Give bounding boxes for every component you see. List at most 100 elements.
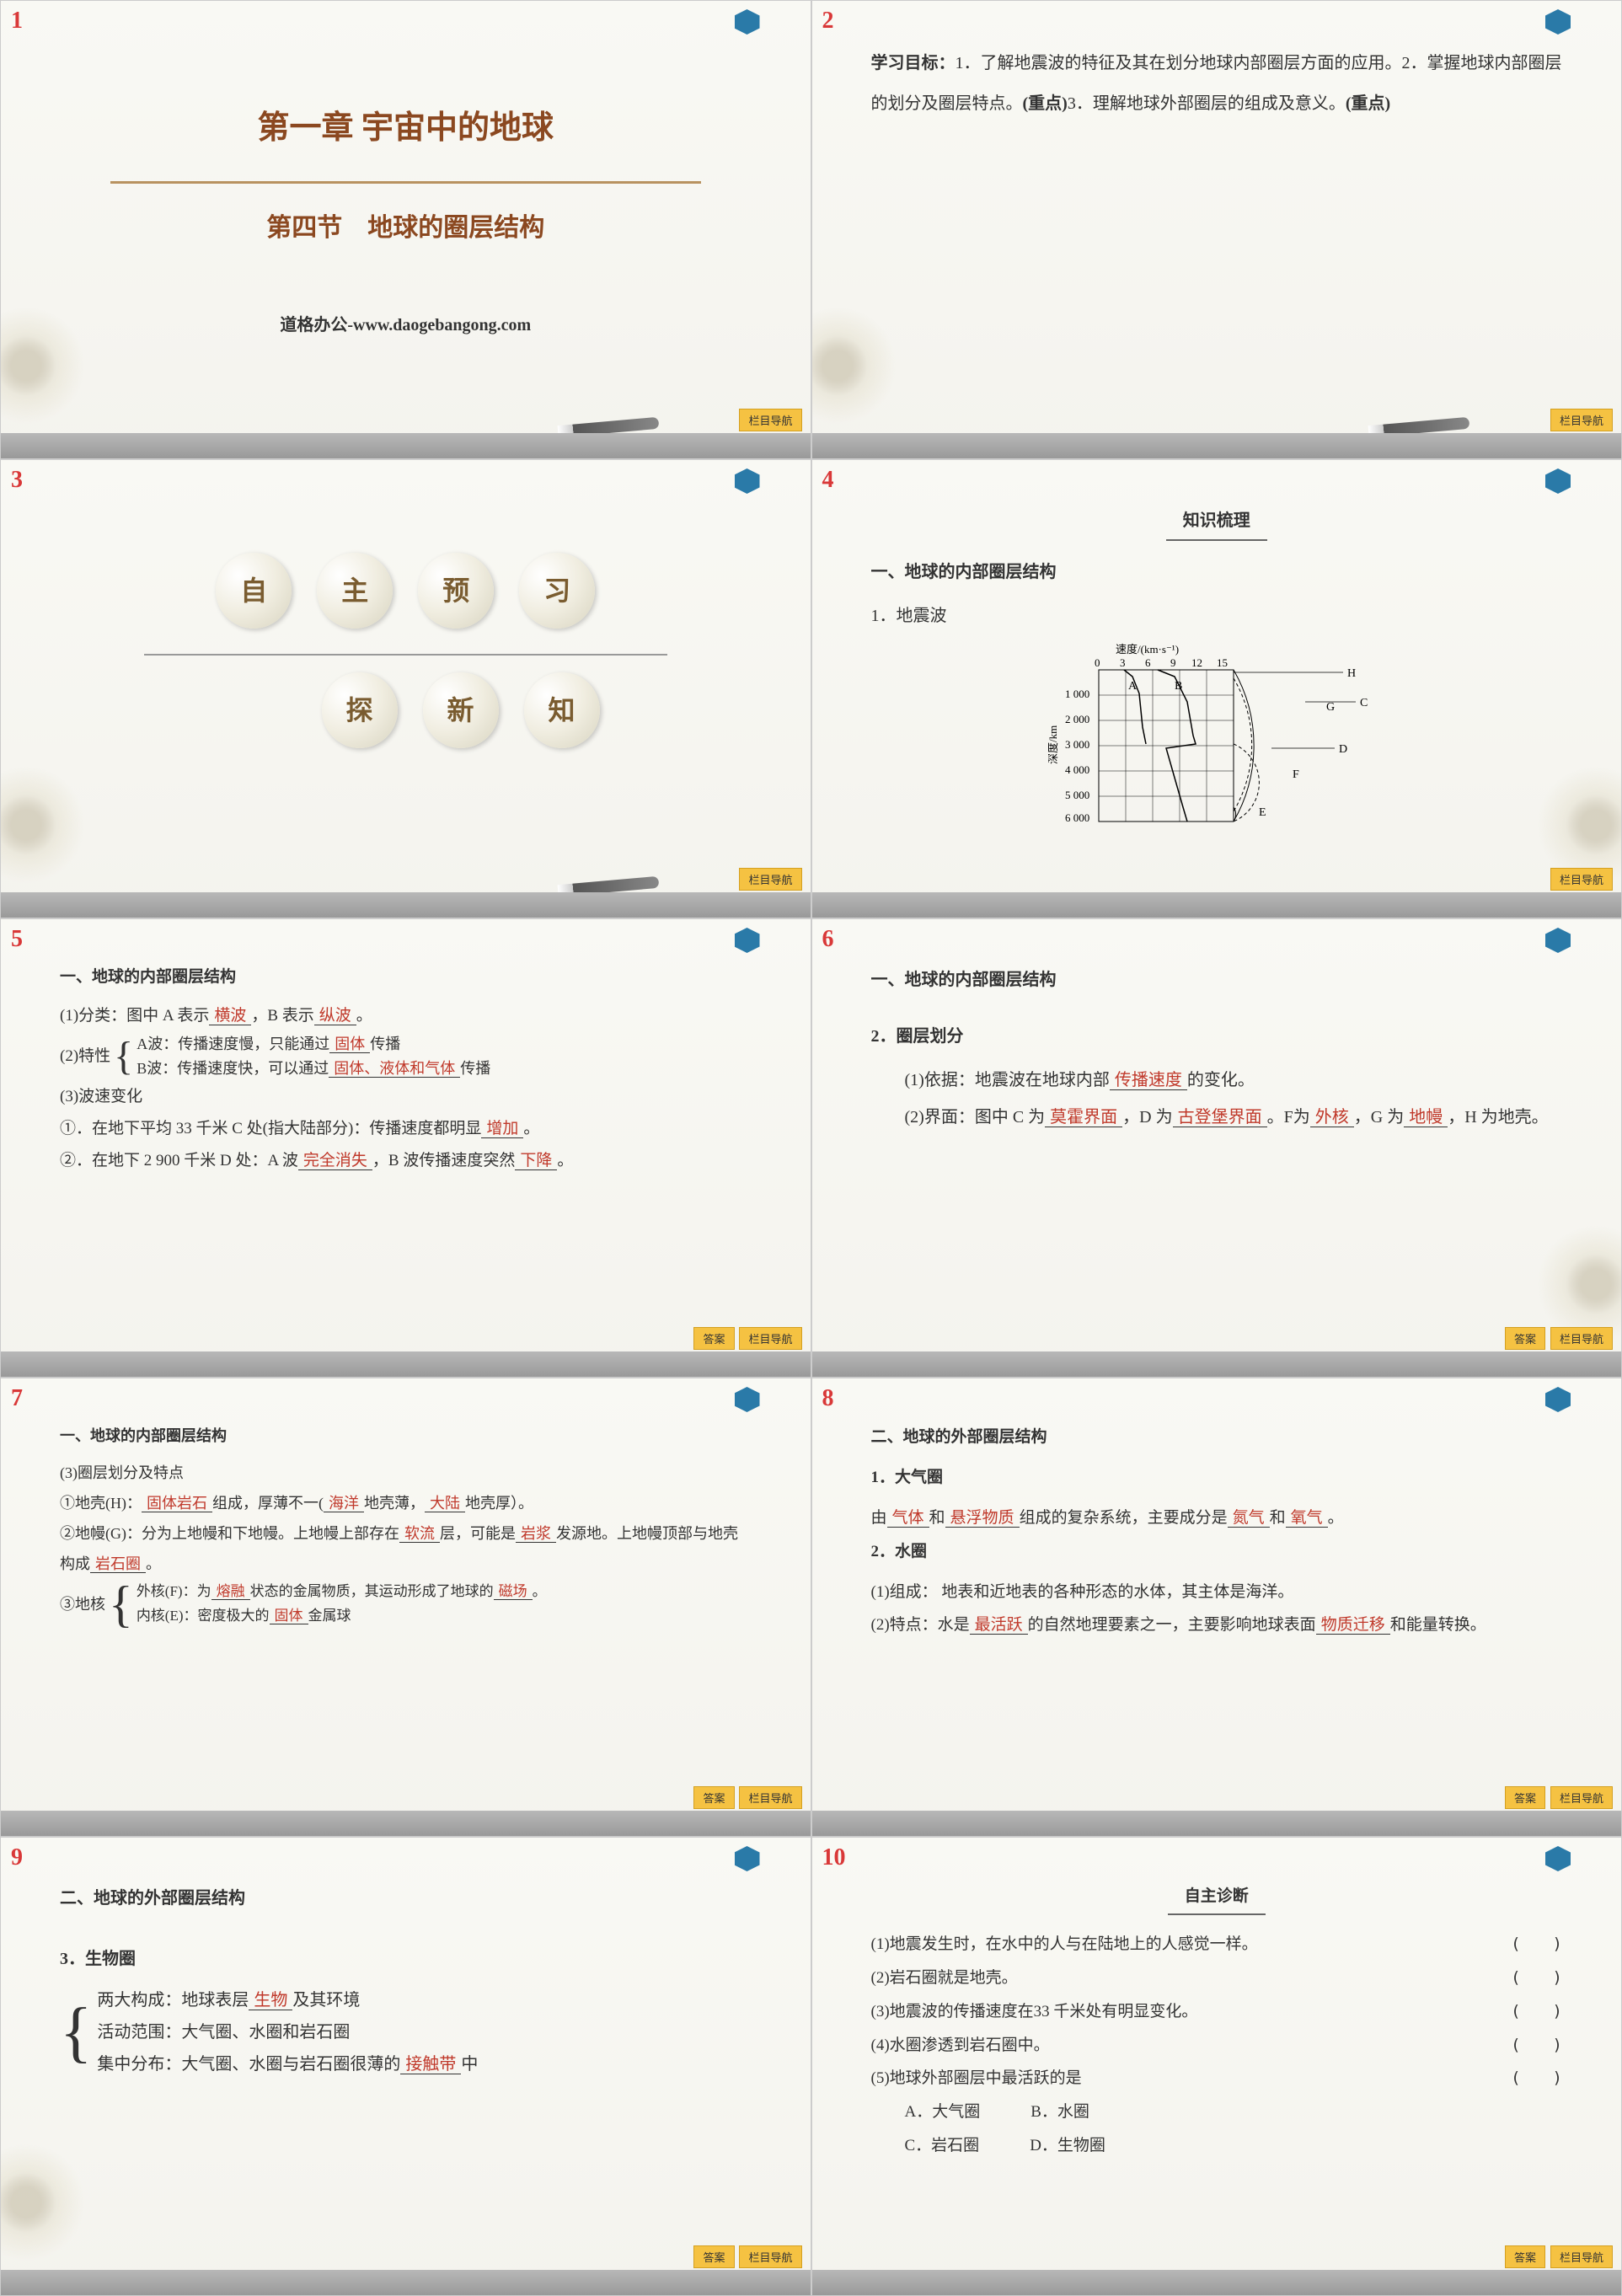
slide-number: 7	[11, 1385, 23, 1412]
slide-number: 4	[822, 467, 834, 494]
line: ②．在地下 2 900 千米 D 处：A 波完全消失，B 波传播速度突然下降。	[60, 1145, 752, 1177]
bottom-bar	[1, 2270, 811, 2295]
svg-text:A: A	[1128, 680, 1138, 693]
fill-blank: 莫霍界面	[1045, 1108, 1122, 1127]
option-row: C．岩石圈 D．生物圈	[905, 2129, 1563, 2163]
fill-blank: 岩浆	[516, 1525, 556, 1543]
nav-badge[interactable]: 栏目导航	[739, 868, 801, 891]
answer-badge[interactable]: 答案	[1505, 1786, 1545, 1809]
line: 由气体和悬浮物质组成的复杂系统，主要成分是氮气和氧气。	[871, 1501, 1563, 1535]
slide-4: 4 知识梳理 一、地球的内部圈层结构 1．地震波 速度/(km·s⁻¹) 0 3…	[811, 459, 1622, 918]
svg-text:12: 12	[1191, 656, 1202, 669]
line: ①地壳(H)：固体岩石组成，厚薄不一(海洋地壳薄，大陆地壳厚）。	[60, 1488, 752, 1518]
svg-text:3: 3	[1120, 656, 1126, 669]
fill-blank: 地幔	[1404, 1108, 1448, 1127]
nav-badge[interactable]: 栏目导航	[1550, 2245, 1613, 2268]
fill-blank: 固体	[270, 1608, 308, 1624]
svg-text:E: E	[1259, 806, 1266, 819]
hex-icon	[735, 1846, 760, 1871]
bottom-bar	[812, 433, 1622, 458]
bottom-bar	[1, 1811, 811, 1836]
answer-badge[interactable]: 答案	[693, 2245, 734, 2268]
nav-badge[interactable]: 栏目导航	[739, 409, 801, 431]
option-row: A．大气圈 B．水圈	[905, 2095, 1563, 2129]
answer-badge[interactable]: 答案	[1505, 1327, 1545, 1350]
fill-blank: 横波	[209, 1007, 251, 1025]
line: 活动范围：大气圈、水圈和岩石圈	[97, 2016, 478, 2048]
hex-icon	[735, 928, 760, 953]
quiz-item: (2)岩石圈就是地壳。( )	[871, 1962, 1563, 1995]
fill-blank: 固体	[329, 1036, 370, 1053]
svg-text:F: F	[1293, 768, 1299, 781]
brace-group: { 两大构成：地球表层生物及其环境 活动范围：大气圈、水圈和岩石圈 集中分布：大…	[60, 1984, 752, 2080]
svg-text:6 000: 6 000	[1065, 811, 1089, 824]
slide-number: 8	[822, 1385, 834, 1412]
hex-icon	[1545, 9, 1571, 35]
bottom-bar	[1, 433, 811, 458]
nav-badge[interactable]: 栏目导航	[739, 1786, 801, 1809]
slide-7: 7 一、地球的内部圈层结构 (3)圈层划分及特点 ①地壳(H)：固体岩石组成，厚…	[0, 1378, 811, 1837]
svg-text:G: G	[1326, 701, 1335, 714]
line: (1)分类：图中 A 表示横波，B 表示纵波。	[60, 1000, 752, 1032]
circle-row-2: 探 新 知	[60, 672, 600, 748]
bottom-bar	[812, 1811, 1622, 1836]
circle-char: 主	[317, 553, 393, 629]
svg-text:4 000: 4 000	[1065, 763, 1089, 776]
nav-badge[interactable]: 栏目导航	[739, 1327, 801, 1350]
source-text: 道格办公-www.daogebangong.com	[60, 307, 752, 344]
heading: 二、地球的外部圈层结构	[871, 1421, 1563, 1454]
quiz-item: (5)地球外部圈层中最活跃的是( )	[871, 2062, 1563, 2095]
fill-blank: 氮气	[1228, 1509, 1270, 1528]
quiz-item: (4)水圈渗透到岩石圈中。( )	[871, 2029, 1563, 2063]
brace-group: (2)特性 { A波：传播速度慢，只能通过固体传播 B波：传播速度快，可以通过固…	[60, 1032, 752, 1081]
heading: 一、地球的内部圈层结构	[871, 554, 1563, 591]
nav-badge[interactable]: 栏目导航	[1550, 1327, 1613, 1350]
slide-5: 5 一、地球的内部圈层结构 (1)分类：图中 A 表示横波，B 表示纵波。 (2…	[0, 918, 811, 1378]
slide-number: 1	[11, 8, 23, 35]
circle-char: 预	[418, 553, 494, 629]
section-header: 知识梳理	[1166, 502, 1267, 541]
seismic-wave-chart: 速度/(km·s⁻¹) 0 3 6 9 12 15 1 000 2 000	[1048, 643, 1385, 828]
heading: 一、地球的内部圈层结构	[871, 961, 1563, 998]
quiz-item: (1)地震发生时，在水中的人与在陆地上的人感觉一样。( )	[871, 1928, 1563, 1962]
svg-text:9: 9	[1170, 656, 1176, 669]
fill-blank: 岩石圈	[90, 1555, 146, 1573]
section-header: 自主诊断	[1168, 1880, 1266, 1915]
answer-badge[interactable]: 答案	[693, 1327, 734, 1350]
svg-text:C: C	[1360, 697, 1368, 709]
nav-badge[interactable]: 栏目导航	[739, 2245, 801, 2268]
x-axis-label: 速度/(km·s⁻¹)	[1116, 643, 1179, 656]
chapter-title: 第一章 宇宙中的地球	[60, 94, 752, 164]
hex-icon	[735, 468, 760, 494]
svg-text:3 000: 3 000	[1065, 738, 1089, 751]
circle-char: 习	[519, 553, 595, 629]
fill-blank: 悬浮物质	[945, 1509, 1020, 1528]
answer-badge[interactable]: 答案	[693, 1786, 734, 1809]
svg-text:1 000: 1 000	[1065, 688, 1089, 700]
bottom-bar	[812, 1351, 1622, 1377]
fill-blank: 物质迁移	[1316, 1616, 1390, 1635]
option: B．水圈	[1030, 2095, 1089, 2129]
hex-icon	[1545, 468, 1571, 494]
slide-number: 2	[822, 8, 834, 35]
nav-badge[interactable]: 栏目导航	[1550, 1786, 1613, 1809]
fill-blank: 外核	[1310, 1108, 1354, 1127]
fill-blank: 磁场	[494, 1583, 533, 1600]
nav-badge[interactable]: 栏目导航	[1550, 409, 1613, 431]
fill-blank: 海洋	[324, 1495, 364, 1512]
fill-blank: 古登堡界面	[1173, 1108, 1267, 1127]
slide-10: 10 自主诊断 (1)地震发生时，在水中的人与在陆地上的人感觉一样。( ) (2…	[811, 1837, 1622, 2296]
slide-8: 8 二、地球的外部圈层结构 1．大气圈 由气体和悬浮物质组成的复杂系统，主要成分…	[811, 1378, 1622, 1837]
fill-blank: 完全消失	[298, 1152, 372, 1170]
svg-text:2 000: 2 000	[1065, 713, 1089, 725]
answer-badge[interactable]: 答案	[1505, 2245, 1545, 2268]
nav-badge[interactable]: 栏目导航	[1550, 868, 1613, 891]
line: (1)组成： 地表和近地表的各种形态的水体，其主体是海洋。	[871, 1576, 1563, 1609]
learning-goals: 学习目标：1．了解地震波的特征及其在划分地球内部圈层方面的应用。2．掌握地球内部…	[871, 43, 1563, 124]
heading: 一、地球的内部圈层结构	[60, 961, 752, 993]
circle-char: 探	[322, 672, 398, 748]
fill-blank: 氧气	[1286, 1509, 1328, 1528]
line: ①．在地下平均 33 千米 C 处(指大陆部分)：传播速度都明显增加。	[60, 1113, 752, 1145]
fill-blank: 大陆	[425, 1495, 465, 1512]
option: D．生物圈	[1030, 2129, 1105, 2163]
